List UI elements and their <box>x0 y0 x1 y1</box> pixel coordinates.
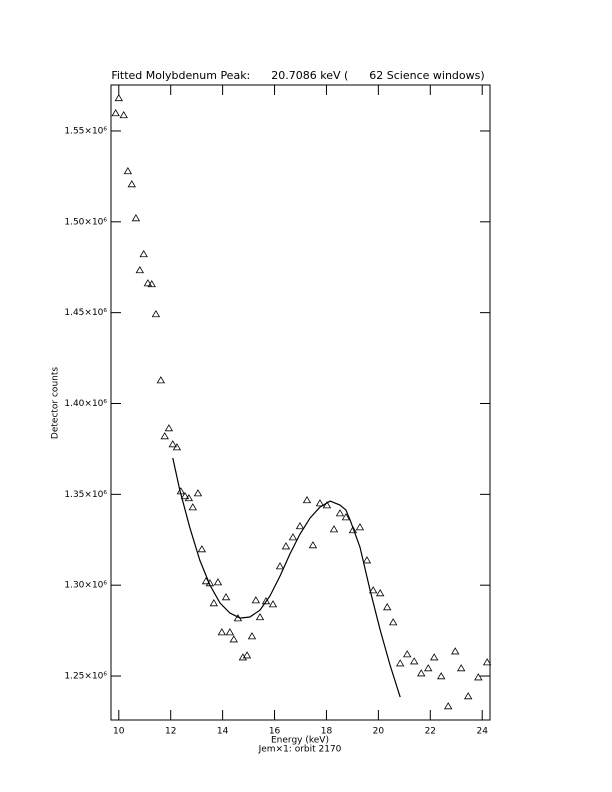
data-point <box>451 647 460 655</box>
data-point <box>131 214 141 222</box>
data-point <box>180 492 190 500</box>
data-point <box>482 658 492 666</box>
y-tick-label: 1.50×10⁶ <box>64 217 107 227</box>
data-point <box>238 653 248 661</box>
data-point <box>417 669 426 677</box>
data-point <box>355 523 365 531</box>
plot-frame <box>110 84 491 721</box>
data-point <box>456 664 466 672</box>
data-point <box>209 599 218 607</box>
x-tick-label: 20 <box>373 727 385 737</box>
data-point <box>135 266 145 274</box>
data-point <box>111 109 120 117</box>
data-point <box>295 522 305 530</box>
x-tick-label: 10 <box>113 727 125 737</box>
data-point <box>139 250 148 258</box>
data-point <box>429 653 439 661</box>
data-point <box>114 93 123 102</box>
data-point <box>302 496 312 504</box>
data-point <box>368 586 378 594</box>
data-point <box>193 489 203 497</box>
data-point <box>388 618 398 626</box>
data-point <box>424 664 433 672</box>
y-tick-label: 1.25×10⁶ <box>64 672 107 682</box>
data-point <box>410 657 419 665</box>
x-axis-label: Energy (keV) <box>271 736 329 746</box>
subtitle: Jem×1: orbit 2170 <box>258 745 342 755</box>
data-point <box>268 600 278 608</box>
data-point <box>261 597 271 605</box>
data-point <box>184 494 194 502</box>
data-point <box>375 589 385 597</box>
x-tick-label: 16 <box>269 727 281 737</box>
data-point <box>474 673 483 681</box>
data-point <box>341 513 351 521</box>
data-point <box>229 635 238 643</box>
data-point <box>127 180 136 188</box>
y-tick-label: 1.30×10⁶ <box>64 581 107 591</box>
data-point <box>251 596 261 604</box>
data-point <box>322 501 332 509</box>
data-point <box>197 545 207 553</box>
data-point <box>151 309 161 318</box>
x-tick-label: 14 <box>217 727 229 737</box>
data-point <box>123 166 133 175</box>
data-point <box>275 562 285 570</box>
data-point <box>221 593 231 601</box>
data-point <box>255 613 265 621</box>
y-tick-label: 1.35×10⁶ <box>64 490 107 500</box>
data-point <box>217 628 227 636</box>
fit-line <box>172 457 401 698</box>
y-tick-label: 1.55×10⁶ <box>64 126 107 136</box>
data-point <box>160 432 169 440</box>
y-tick-label: 1.45×10⁶ <box>64 308 107 318</box>
data-point <box>348 526 358 534</box>
data-point <box>172 443 182 451</box>
data-point <box>288 533 298 541</box>
data-point <box>281 542 291 550</box>
data-point <box>308 541 318 549</box>
x-tick-label: 12 <box>165 727 176 737</box>
data-point <box>119 111 128 119</box>
data-point <box>225 628 235 636</box>
data-point <box>242 651 252 659</box>
x-tick-label: 22 <box>425 727 436 737</box>
data-point <box>188 503 197 511</box>
data-point <box>463 692 473 700</box>
data-point <box>315 499 325 507</box>
data-point <box>395 659 405 667</box>
data-point <box>362 556 372 564</box>
x-tick-label: 24 <box>476 727 488 737</box>
data-point <box>147 280 156 288</box>
y-axis-label: Detector counts <box>51 367 61 439</box>
chart-title: Fitted Molybdenum Peak: 20.7086 keV ( 62… <box>111 69 484 82</box>
data-point <box>168 440 177 448</box>
x-tick-label: 18 <box>321 727 333 737</box>
data-point <box>436 672 446 680</box>
data-point <box>329 525 339 533</box>
y-tick-label: 1.40×10⁶ <box>64 399 107 409</box>
data-point <box>402 650 412 658</box>
data-point <box>213 578 223 586</box>
data-point <box>383 603 392 611</box>
data-point <box>335 509 345 517</box>
data-point <box>143 279 153 287</box>
data-point <box>164 424 174 432</box>
data-point <box>156 376 166 384</box>
data-point <box>247 632 257 640</box>
data-point <box>444 702 453 710</box>
